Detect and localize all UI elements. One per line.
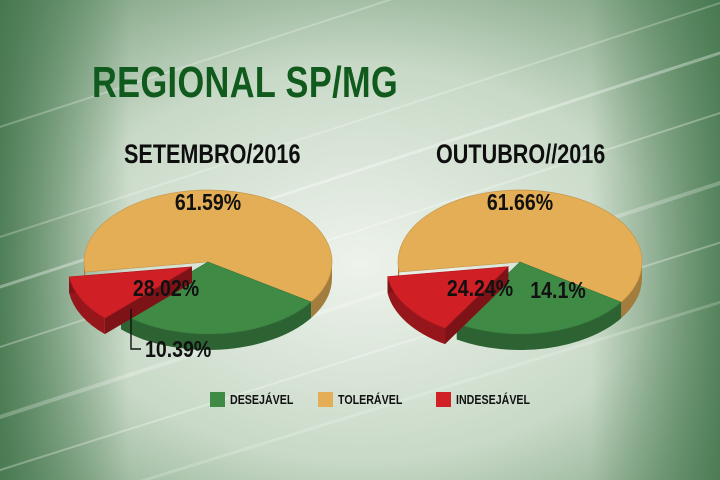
pie-outubro-slice-indesejavel [387,266,510,329]
legend-item-toleravel: TOLERÁVEL [318,389,417,409]
legend-swatch-desejavel [210,391,225,407]
pie-outubro-cut-indesejavel-0 [445,266,509,345]
pie-setembro-slice-indesejavel [68,266,193,319]
pie-setembro-slice-desejavel [120,261,312,335]
pie-outubro-side-desejavel [456,302,622,350]
pie-setembro-side-toleravel-1 [311,262,332,318]
pie-setembro-leader-indesejavel [130,308,141,350]
legend-label-desejavel: DESEJÁVEL [230,391,294,407]
legend-swatch-toleravel [318,391,333,407]
pie-outubro-label-toleravel: 61.66% [487,190,553,216]
pie-outubro-slice-toleravel [397,189,643,303]
legend-swatch-indesejavel [436,391,451,407]
legend-label-toleravel: TOLERÁVEL [338,391,403,407]
legend-item-indesejavel: INDESEJÁVEL [436,389,546,409]
pie-outubro-label-indesejavel: 14.1% [530,278,585,304]
pie-outubro-side-indesejavel [387,276,446,345]
chart-title-outubro: OUTUBRO//2016 [436,139,606,169]
pie-setembro-label-indesejavel: 10.39% [145,337,211,363]
pie-setembro-slice-toleravel [83,189,333,303]
pie-outubro-side-toleravel-1 [621,262,642,319]
legend-label-indesejavel: INDESEJÁVEL [456,391,531,407]
legend-item-desejavel: DESEJÁVEL [210,389,307,409]
pie-outubro: 61.66% 24.24% 14.1% [387,189,643,350]
pie-setembro-label-toleravel: 61.59% [175,190,241,216]
pie-outubro-label-desejavel: 24.24% [447,276,513,302]
pie-setembro-side-desejavel [120,301,312,350]
pie-outubro-slice-desejavel [456,261,622,335]
legend: DESEJÁVEL TOLERÁVEL INDESEJÁVEL [210,389,540,409]
pie-setembro: 61.59% 28.02% 10.39% [68,189,333,363]
page-title: REGIONAL SP/MG [92,58,399,107]
pie-setembro-label-desejavel: 28.02% [133,276,199,302]
chart-title-setembro: SETEMBRO/2016 [124,139,301,169]
